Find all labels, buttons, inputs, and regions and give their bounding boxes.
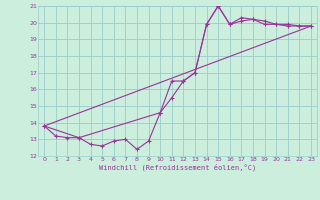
X-axis label: Windchill (Refroidissement éolien,°C): Windchill (Refroidissement éolien,°C) [99, 164, 256, 171]
